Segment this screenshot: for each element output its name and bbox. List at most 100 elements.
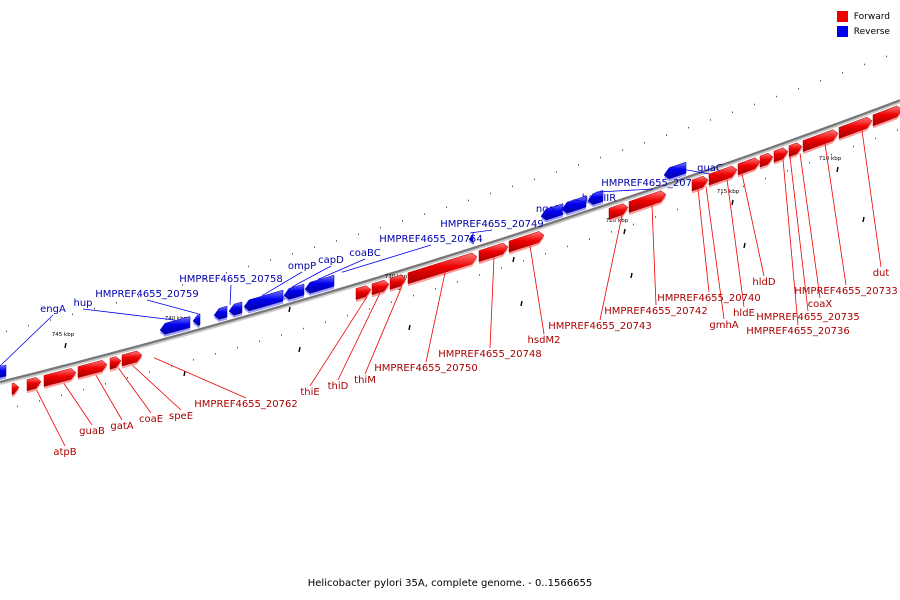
tick-mark xyxy=(512,256,515,263)
gene-arrow[interactable] xyxy=(663,161,687,180)
gene-gmhA[interactable] xyxy=(705,165,738,320)
guide-dot xyxy=(875,137,876,140)
gene-haeIIIR[interactable] xyxy=(561,195,600,216)
gene-leader-line xyxy=(824,144,847,286)
gene-arrow[interactable] xyxy=(773,147,789,163)
guide-dot xyxy=(413,294,414,297)
gene-arrow[interactable] xyxy=(228,301,243,316)
guide-dot xyxy=(39,400,40,402)
gene-arrow[interactable] xyxy=(838,116,873,139)
gene-HMPREF4655_20735[interactable] xyxy=(788,142,809,312)
gene-guaC[interactable] xyxy=(663,161,711,182)
gene-arrow[interactable] xyxy=(737,157,761,176)
gene-arrow[interactable] xyxy=(43,368,77,387)
gene-engA[interactable] xyxy=(0,314,54,380)
gene-hldE[interactable] xyxy=(726,157,761,308)
gene-HMPREF4655_20748[interactable] xyxy=(478,242,509,349)
tick-mark xyxy=(520,300,523,307)
gene-arrow[interactable] xyxy=(371,279,390,296)
gene-label: coaBC xyxy=(349,248,380,259)
gene-HMPREF4655_20742[interactable] xyxy=(628,190,667,306)
gene-capD[interactable] xyxy=(243,265,332,314)
gene-HMPREF4655_20736[interactable] xyxy=(773,147,799,326)
gene-coaX[interactable] xyxy=(799,129,839,299)
gene-HMPREF4655_20744[interactable] xyxy=(587,188,654,208)
gene-arrow[interactable] xyxy=(802,129,839,152)
gene-thiM[interactable] xyxy=(364,274,407,375)
gene-arrow[interactable] xyxy=(759,152,774,168)
guide-dot xyxy=(501,267,502,269)
gene-HMPREF4655_20758[interactable] xyxy=(213,284,232,322)
gene-arrow[interactable] xyxy=(0,364,7,378)
gene-arrow[interactable] xyxy=(26,377,42,392)
guide-dot xyxy=(897,129,898,131)
gene-arrow[interactable] xyxy=(283,283,305,300)
gene-thiD[interactable] xyxy=(337,279,390,381)
gene-HMPREF4655_20754[interactable] xyxy=(304,244,432,296)
guide-dot xyxy=(391,301,392,303)
guide-dot xyxy=(182,284,183,286)
guide-dot xyxy=(886,55,887,58)
gene-arrow[interactable] xyxy=(159,316,191,335)
gene-leader-line xyxy=(0,314,54,367)
gene-arrow[interactable] xyxy=(587,189,604,205)
gene-arrow[interactable] xyxy=(213,305,228,320)
gene-label: ompP xyxy=(288,261,316,272)
gene-HMPREF4655_20743[interactable] xyxy=(599,203,629,321)
gene-ompP[interactable] xyxy=(228,271,303,318)
guide-dot xyxy=(743,185,744,188)
gene-HMPREF4655_20762[interactable] xyxy=(121,350,247,399)
gene-arrow[interactable] xyxy=(691,175,709,192)
guide-dot xyxy=(270,259,271,261)
gene-arrow[interactable] xyxy=(192,313,201,326)
gene-arrow[interactable] xyxy=(304,274,335,294)
gene-arrow[interactable] xyxy=(389,274,407,290)
gene-speE[interactable] xyxy=(109,356,182,411)
gene-coaBC[interactable] xyxy=(283,258,366,302)
gene-label: coaE xyxy=(139,414,163,425)
gene-arrow[interactable] xyxy=(109,356,122,370)
gene-hup[interactable] xyxy=(82,308,191,337)
gene-coaE[interactable] xyxy=(77,360,152,414)
gene-arrow[interactable] xyxy=(628,190,667,213)
gene-thiE[interactable] xyxy=(309,285,372,387)
gene-arrow[interactable] xyxy=(608,203,629,220)
gene-arrow[interactable] xyxy=(478,242,509,263)
gene-HMPREF4655_20759[interactable] xyxy=(146,299,201,328)
gene-leader-line xyxy=(705,186,725,320)
gene-arrow[interactable] xyxy=(407,252,478,285)
gene-arrow[interactable] xyxy=(121,350,143,367)
gene-dut[interactable] xyxy=(861,105,900,268)
guide-dot xyxy=(314,246,315,249)
gene-leader-line xyxy=(146,299,199,315)
gene-HMPREF4655_20750[interactable] xyxy=(407,252,478,363)
gene-HMPREF4655_20733[interactable] xyxy=(824,116,873,286)
gene-HMPREF4655_20740[interactable] xyxy=(691,175,710,293)
guide-dot xyxy=(193,359,194,361)
gene-gatA[interactable] xyxy=(43,368,123,421)
gene-atpB[interactable] xyxy=(11,382,66,447)
tick-mark xyxy=(623,228,626,235)
gene-label: coaX xyxy=(808,299,833,310)
gene-arrow[interactable] xyxy=(243,289,284,312)
guide-dot xyxy=(204,278,205,280)
gene-label: HMPREF4655_20736 xyxy=(746,326,849,337)
gene-hsdM2[interactable] xyxy=(508,231,545,335)
gene-hldD[interactable] xyxy=(741,152,774,277)
guide-dot xyxy=(325,321,326,323)
gene-arrow[interactable] xyxy=(11,382,20,395)
gene-HMPREF4655_20749[interactable] xyxy=(468,229,493,247)
gene-label: HMPREF4655_20742 xyxy=(604,306,707,317)
gene-arrow[interactable] xyxy=(788,142,803,158)
gene-leader-line xyxy=(291,265,332,288)
gene-leader-line xyxy=(789,156,809,312)
gene-guaB[interactable] xyxy=(26,377,93,426)
gene-arrow[interactable] xyxy=(355,285,372,300)
gene-arrow[interactable] xyxy=(708,165,738,186)
gene-arrow[interactable] xyxy=(508,231,545,253)
guide-dot xyxy=(281,334,282,336)
gene-arrow[interactable] xyxy=(468,231,475,244)
guide-dot xyxy=(6,330,7,332)
gene-arrow[interactable] xyxy=(77,360,108,378)
gene-label: gatA xyxy=(110,421,133,432)
